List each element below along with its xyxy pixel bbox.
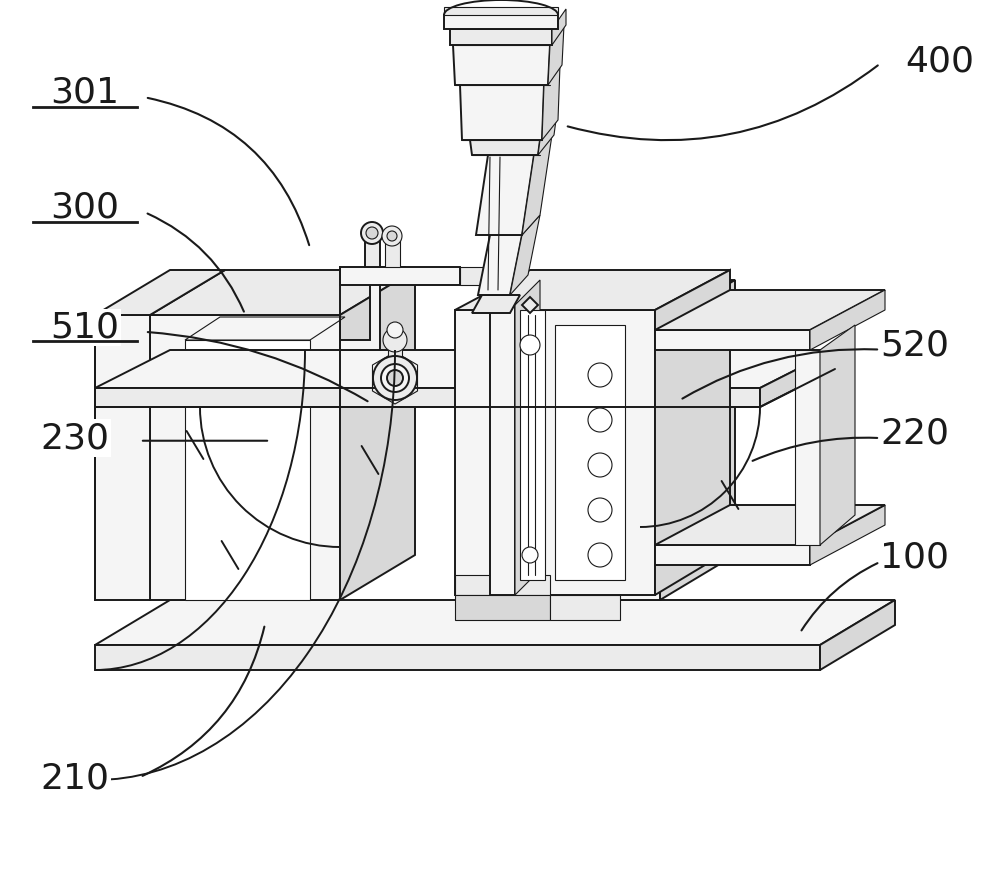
Polygon shape bbox=[820, 600, 895, 670]
Polygon shape bbox=[655, 270, 730, 595]
Text: 301: 301 bbox=[50, 76, 120, 110]
Polygon shape bbox=[490, 325, 660, 600]
Circle shape bbox=[382, 226, 402, 246]
Polygon shape bbox=[472, 295, 520, 313]
Polygon shape bbox=[476, 155, 534, 235]
Polygon shape bbox=[365, 237, 380, 267]
Polygon shape bbox=[660, 280, 735, 600]
Polygon shape bbox=[340, 267, 405, 350]
Polygon shape bbox=[460, 267, 490, 285]
Polygon shape bbox=[460, 85, 544, 140]
Circle shape bbox=[387, 231, 397, 241]
Circle shape bbox=[588, 453, 612, 477]
Text: 230: 230 bbox=[40, 421, 110, 455]
Polygon shape bbox=[510, 215, 540, 295]
Polygon shape bbox=[444, 7, 558, 15]
Polygon shape bbox=[550, 595, 620, 620]
Polygon shape bbox=[810, 290, 885, 350]
Polygon shape bbox=[522, 135, 552, 235]
Polygon shape bbox=[340, 267, 460, 285]
Text: 400: 400 bbox=[906, 45, 974, 79]
Polygon shape bbox=[655, 330, 810, 350]
Text: 210: 210 bbox=[40, 762, 110, 796]
Circle shape bbox=[366, 227, 378, 239]
Polygon shape bbox=[552, 9, 566, 45]
Polygon shape bbox=[538, 120, 556, 155]
Polygon shape bbox=[185, 317, 345, 340]
Polygon shape bbox=[385, 240, 400, 267]
Circle shape bbox=[588, 543, 612, 567]
Circle shape bbox=[520, 335, 540, 355]
Polygon shape bbox=[455, 310, 655, 595]
Circle shape bbox=[373, 356, 417, 400]
Polygon shape bbox=[542, 65, 560, 140]
Polygon shape bbox=[655, 545, 810, 565]
Polygon shape bbox=[185, 340, 310, 600]
Polygon shape bbox=[555, 325, 625, 580]
Polygon shape bbox=[455, 595, 550, 620]
Circle shape bbox=[522, 547, 538, 563]
Circle shape bbox=[387, 370, 403, 386]
Polygon shape bbox=[520, 310, 545, 580]
Polygon shape bbox=[548, 25, 564, 85]
Text: 300: 300 bbox=[50, 191, 120, 225]
Circle shape bbox=[381, 364, 409, 392]
Circle shape bbox=[383, 328, 407, 352]
Polygon shape bbox=[95, 600, 895, 645]
Polygon shape bbox=[515, 280, 540, 595]
Polygon shape bbox=[655, 505, 885, 545]
Circle shape bbox=[361, 222, 383, 244]
Polygon shape bbox=[95, 645, 820, 670]
Polygon shape bbox=[95, 315, 150, 600]
Polygon shape bbox=[444, 15, 558, 29]
Polygon shape bbox=[340, 270, 415, 600]
Polygon shape bbox=[453, 45, 550, 85]
Polygon shape bbox=[760, 350, 835, 407]
Polygon shape bbox=[388, 347, 402, 378]
Polygon shape bbox=[95, 388, 760, 407]
Polygon shape bbox=[150, 270, 415, 315]
Polygon shape bbox=[795, 350, 820, 545]
Circle shape bbox=[588, 363, 612, 387]
Polygon shape bbox=[470, 140, 540, 155]
Polygon shape bbox=[478, 235, 522, 295]
Polygon shape bbox=[522, 297, 538, 313]
Text: 520: 520 bbox=[881, 328, 950, 362]
Polygon shape bbox=[455, 270, 730, 310]
Circle shape bbox=[588, 498, 612, 522]
Polygon shape bbox=[150, 315, 340, 600]
Circle shape bbox=[588, 408, 612, 432]
Polygon shape bbox=[95, 350, 835, 388]
Polygon shape bbox=[450, 29, 552, 45]
Circle shape bbox=[387, 322, 403, 338]
Polygon shape bbox=[490, 305, 515, 595]
Text: 220: 220 bbox=[881, 417, 950, 450]
Polygon shape bbox=[655, 290, 885, 330]
Polygon shape bbox=[95, 270, 225, 315]
Text: 510: 510 bbox=[50, 311, 120, 344]
Text: 100: 100 bbox=[881, 541, 950, 574]
Polygon shape bbox=[490, 280, 735, 325]
Polygon shape bbox=[810, 505, 885, 565]
Polygon shape bbox=[820, 325, 855, 545]
Polygon shape bbox=[455, 575, 550, 595]
